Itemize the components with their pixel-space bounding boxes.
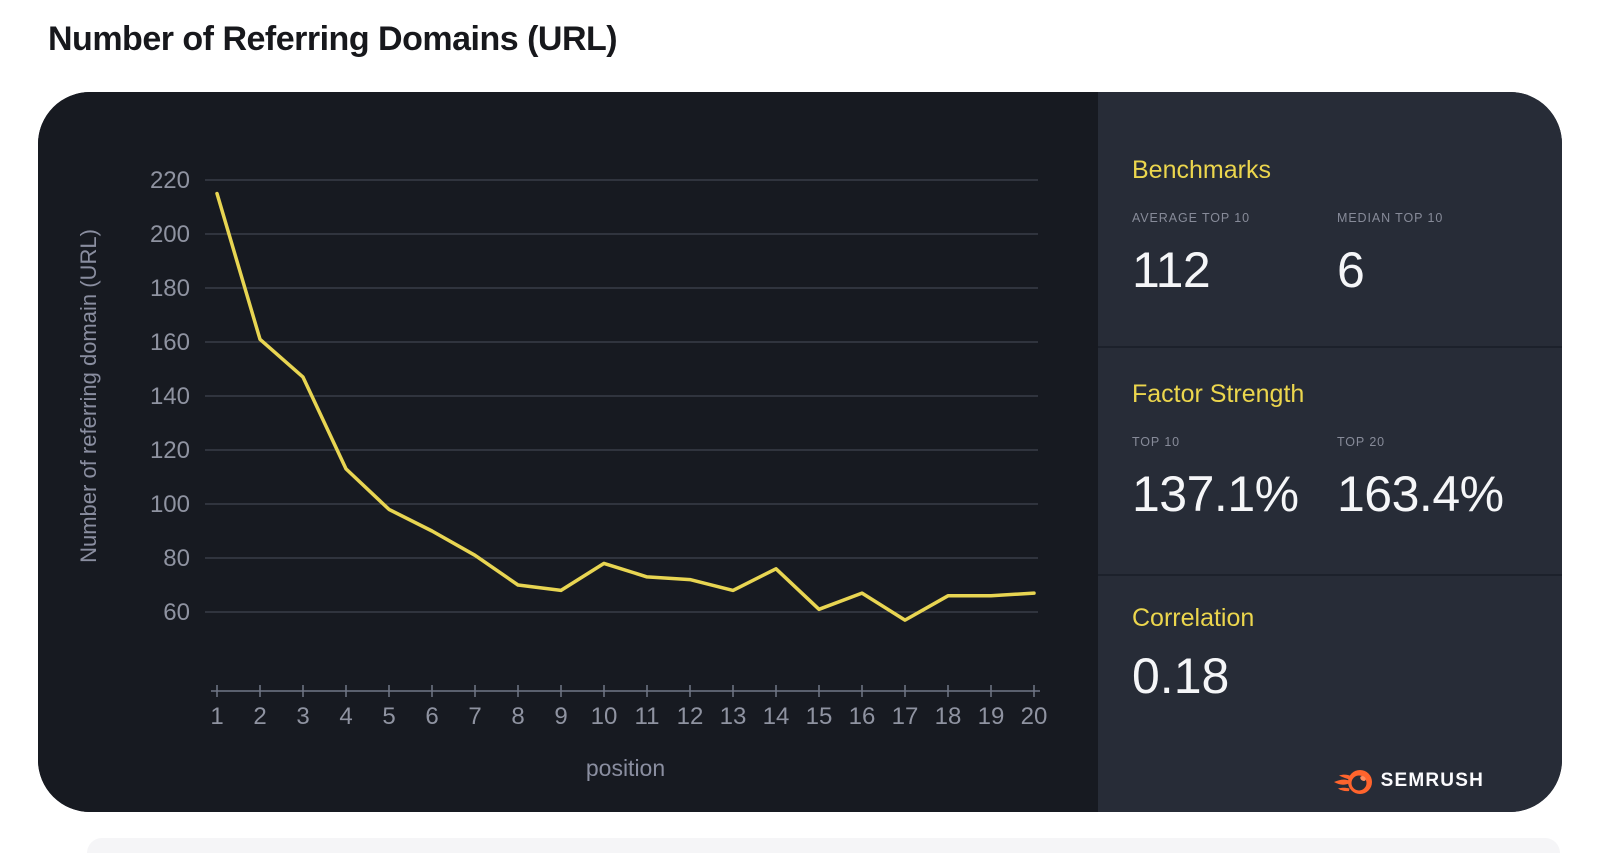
benchmarks-stats: AVERAGE TOP 10 112 MEDIAN TOP 10 6 — [1132, 211, 1542, 299]
svg-text:220: 220 — [150, 167, 190, 194]
factor-strength-title: Factor Strength — [1132, 380, 1305, 408]
stats-panel: Benchmarks AVERAGE TOP 10 112 MEDIAN TOP… — [1098, 92, 1562, 812]
report-card: 220 200 180 160 140 120 100 80 60 Number of refer… — [38, 92, 1562, 812]
svg-text:180: 180 — [150, 275, 190, 302]
svg-text:14: 14 — [763, 703, 790, 730]
semrush-logo: SEMRUSH — [1332, 766, 1484, 796]
svg-text:11: 11 — [635, 703, 660, 730]
stat-median-top10: MEDIAN TOP 10 6 — [1337, 211, 1542, 299]
stat-value: 112 — [1132, 242, 1211, 298]
svg-text:10: 10 — [591, 703, 618, 730]
page-title: Number of Referring Domains (URL) — [48, 20, 618, 58]
stat-top20: TOP 20 163.4% — [1337, 435, 1542, 523]
stat-label: AVERAGE TOP 10 — [1132, 211, 1250, 225]
svg-text:140: 140 — [150, 383, 190, 410]
factor-strength-stats: TOP 10 137.1% TOP 20 163.4% — [1132, 435, 1542, 523]
stat-value: 6 — [1337, 242, 1365, 298]
svg-text:9: 9 — [554, 703, 567, 730]
stat-value: 163.4% — [1337, 466, 1504, 522]
svg-text:16: 16 — [849, 703, 876, 730]
factor-strength-section: Factor Strength TOP 10 137.1% TOP 20 163… — [1098, 346, 1562, 574]
stat-label: TOP 10 — [1132, 435, 1181, 449]
svg-text:160: 160 — [150, 329, 190, 356]
svg-text:80: 80 — [163, 545, 190, 572]
correlation-title: Correlation — [1132, 604, 1255, 632]
stat-top10: TOP 10 137.1% — [1132, 435, 1337, 523]
svg-text:120: 120 — [150, 437, 190, 464]
svg-text:19: 19 — [978, 703, 1005, 730]
svg-text:60: 60 — [163, 599, 190, 626]
chart-area: 220 200 180 160 140 120 100 80 60 Number of refer… — [38, 92, 1098, 812]
svg-text:6: 6 — [425, 703, 438, 730]
svg-text:8: 8 — [511, 703, 524, 730]
svg-text:13: 13 — [720, 703, 747, 730]
stat-label: TOP 20 — [1337, 435, 1386, 449]
svg-text:2: 2 — [253, 703, 266, 730]
semrush-flame-icon — [1333, 770, 1372, 794]
svg-text:17: 17 — [892, 703, 919, 730]
semrush-logo-text: SEMRUSH — [1380, 770, 1484, 791]
svg-text:7: 7 — [468, 703, 481, 730]
benchmarks-title: Benchmarks — [1132, 156, 1271, 184]
svg-text:200: 200 — [150, 221, 190, 248]
next-card-top-edge — [87, 838, 1560, 853]
stat-value: 137.1% — [1132, 466, 1299, 522]
svg-text:4: 4 — [339, 703, 352, 730]
svg-text:100: 100 — [150, 491, 190, 518]
svg-text:18: 18 — [935, 703, 962, 730]
correlation-section: Correlation 0.18 — [1098, 574, 1562, 810]
svg-text:position: position — [586, 755, 665, 781]
svg-text:Number of referring domain (UR: Number of referring domain (URL) — [76, 229, 101, 563]
correlation-value: 0.18 — [1132, 648, 1230, 704]
benchmarks-section: Benchmarks AVERAGE TOP 10 112 MEDIAN TOP… — [1098, 92, 1562, 346]
svg-text:3: 3 — [296, 703, 309, 730]
stat-average-top10: AVERAGE TOP 10 112 — [1132, 211, 1337, 299]
svg-text:20: 20 — [1021, 703, 1048, 730]
stat-label: MEDIAN TOP 10 — [1337, 211, 1444, 225]
svg-text:1: 1 — [210, 703, 223, 730]
svg-text:15: 15 — [806, 703, 833, 730]
svg-text:12: 12 — [677, 703, 704, 730]
svg-text:5: 5 — [382, 703, 395, 730]
